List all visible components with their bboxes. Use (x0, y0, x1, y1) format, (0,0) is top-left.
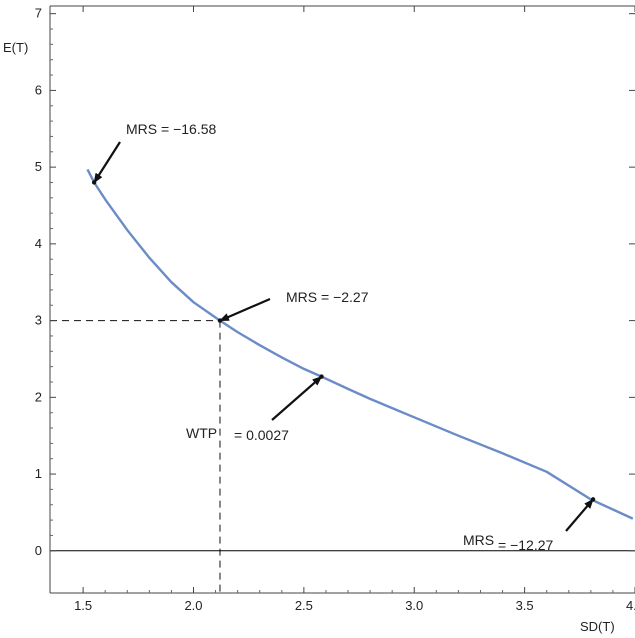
y-tick-label: 5 (35, 159, 42, 174)
x-tick-label: 2.0 (184, 598, 202, 613)
annotation-label: MRS = −2.27 (286, 289, 369, 305)
y-tick-label: 6 (35, 82, 42, 97)
y-tick-label: 3 (35, 313, 42, 328)
series-line (86, 168, 634, 520)
x-axis-label: SD(T) (580, 619, 615, 634)
annotation-label-value: = 0.0027 (234, 427, 289, 443)
annotation-arrow (93, 141, 121, 184)
x-tick-label: 3.5 (516, 598, 534, 613)
annotation-arrow (271, 375, 323, 421)
annotation-label: MRS (463, 532, 494, 548)
dashed-guides (50, 320, 221, 593)
x-tick-label: 1.5 (74, 598, 92, 613)
annotation-arrow (219, 297, 271, 322)
annotation-arrow (565, 498, 594, 532)
y-tick-label: 7 (35, 6, 42, 21)
y-tick-label: 0 (35, 543, 42, 558)
plot-frame (49, 5, 635, 594)
y-tick-label: 1 (35, 466, 42, 481)
x-tick-label: 2.5 (295, 598, 313, 613)
annotations: MRS = −16.58 MRS = −2.27 WTP = 0.0027 MRS = −… (91, 121, 596, 553)
annotation-label-value: = −12.27 (498, 537, 553, 553)
y-tick-label: 2 (35, 389, 42, 404)
series (86, 168, 634, 520)
axis-ticks: 1.5 2.0 2.5 3.0 3.5 4.0 0 1 2 3 4 5 6 7 (35, 6, 635, 613)
x-tick-label: 4.0 (626, 598, 635, 613)
annotation-label: MRS = −16.58 (126, 121, 216, 137)
y-tick-label: 4 (35, 236, 42, 251)
x-tick-label: 3.0 (405, 598, 423, 613)
y-axis-label: E(T) (3, 40, 28, 55)
annotation-label: WTP (186, 425, 217, 441)
